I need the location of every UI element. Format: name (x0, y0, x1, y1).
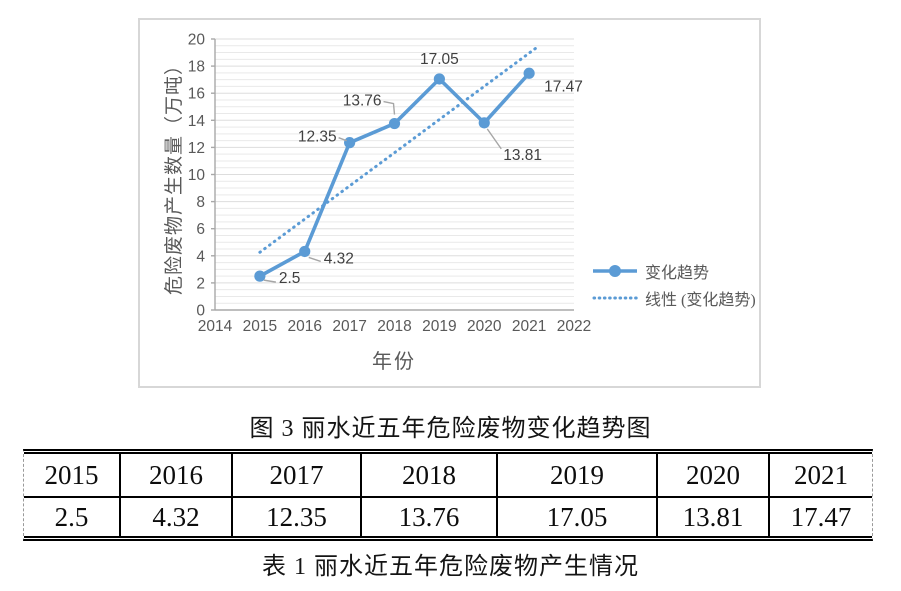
svg-text:2020: 2020 (467, 318, 502, 335)
svg-text:16: 16 (188, 86, 205, 103)
year-header-cell: 2020 (658, 454, 770, 498)
data-table: 2015 2016 2017 2018 2019 2020 2021 2.5 4… (23, 449, 873, 541)
legend-label-trendline: 线性 (变化趋势) (645, 291, 756, 309)
value-cell: 13.81 (658, 498, 770, 536)
svg-text:10: 10 (188, 167, 206, 184)
svg-text:18: 18 (188, 59, 205, 76)
year-header-cell: 2017 (233, 454, 362, 498)
legend-item-trendline: 线性 (变化趋势) (592, 284, 760, 311)
svg-text:14: 14 (188, 113, 206, 130)
year-header-cell: 2016 (121, 454, 233, 498)
svg-text:13.81: 13.81 (503, 147, 542, 164)
svg-text:2022: 2022 (557, 318, 591, 335)
value-cell: 12.35 (233, 498, 362, 536)
svg-text:2018: 2018 (377, 318, 411, 335)
svg-text:2019: 2019 (422, 318, 456, 335)
table-value-row: 2.5 4.32 12.35 13.76 17.05 13.81 17.47 (24, 498, 872, 536)
value-cell: 4.32 (121, 498, 233, 536)
svg-text:4.32: 4.32 (324, 250, 354, 267)
svg-text:2017: 2017 (332, 318, 366, 335)
x-axis-title: 年份 (372, 351, 416, 373)
trendline-dotted-icon (592, 296, 638, 299)
svg-text:2: 2 (196, 275, 205, 292)
value-cell: 13.76 (362, 498, 498, 536)
value-cell: 17.47 (790, 501, 852, 532)
svg-text:17.47: 17.47 (544, 78, 583, 95)
svg-text:2016: 2016 (288, 318, 322, 335)
legend-item-series: 变化趋势 (592, 257, 760, 284)
year-header-cell: 2015 (24, 454, 121, 498)
svg-text:0: 0 (196, 303, 205, 320)
svg-text:6: 6 (196, 221, 205, 238)
chart-svg: 0 2 4 6 8 10 12 14 16 18 20 2014 2015 2016 2017 2018 201… (188, 32, 591, 336)
chart-legend: 变化趋势 线性 (变化趋势) (592, 257, 760, 311)
svg-text:12: 12 (188, 140, 205, 157)
legend-label-series: 变化趋势 (645, 264, 710, 282)
year-header-cell: 2019 (498, 454, 658, 498)
trend-chart: 0 2 4 6 8 10 12 14 16 18 20 2014 2015 2016 2017 2018 201… (138, 18, 761, 388)
figure-caption: 图 3 丽水近五年危险废物变化趋势图 (249, 416, 652, 442)
svg-text:20: 20 (188, 32, 206, 49)
svg-text:13.76: 13.76 (343, 93, 382, 110)
svg-text:2.5: 2.5 (279, 270, 301, 287)
svg-text:2014: 2014 (198, 318, 233, 335)
table-header-row: 2015 2016 2017 2018 2019 2020 2021 (24, 454, 872, 498)
value-cell: 2.5 (24, 498, 121, 536)
table-caption: 表 1 丽水近五年危险废物产生情况 (262, 554, 639, 580)
svg-text:4: 4 (196, 248, 205, 265)
year-header-cell: 2018 (362, 454, 498, 498)
series-line-icon (593, 264, 637, 277)
year-header-cell: 2021 (770, 454, 872, 498)
svg-text:2021: 2021 (512, 318, 546, 335)
y-axis-title: 危险废物产生数量（万吨） (164, 54, 185, 295)
svg-text:2015: 2015 (243, 318, 277, 335)
svg-text:17.05: 17.05 (420, 51, 459, 68)
value-cell: 17.05 (498, 498, 658, 536)
svg-text:8: 8 (196, 194, 205, 211)
svg-text:12.35: 12.35 (298, 129, 337, 146)
